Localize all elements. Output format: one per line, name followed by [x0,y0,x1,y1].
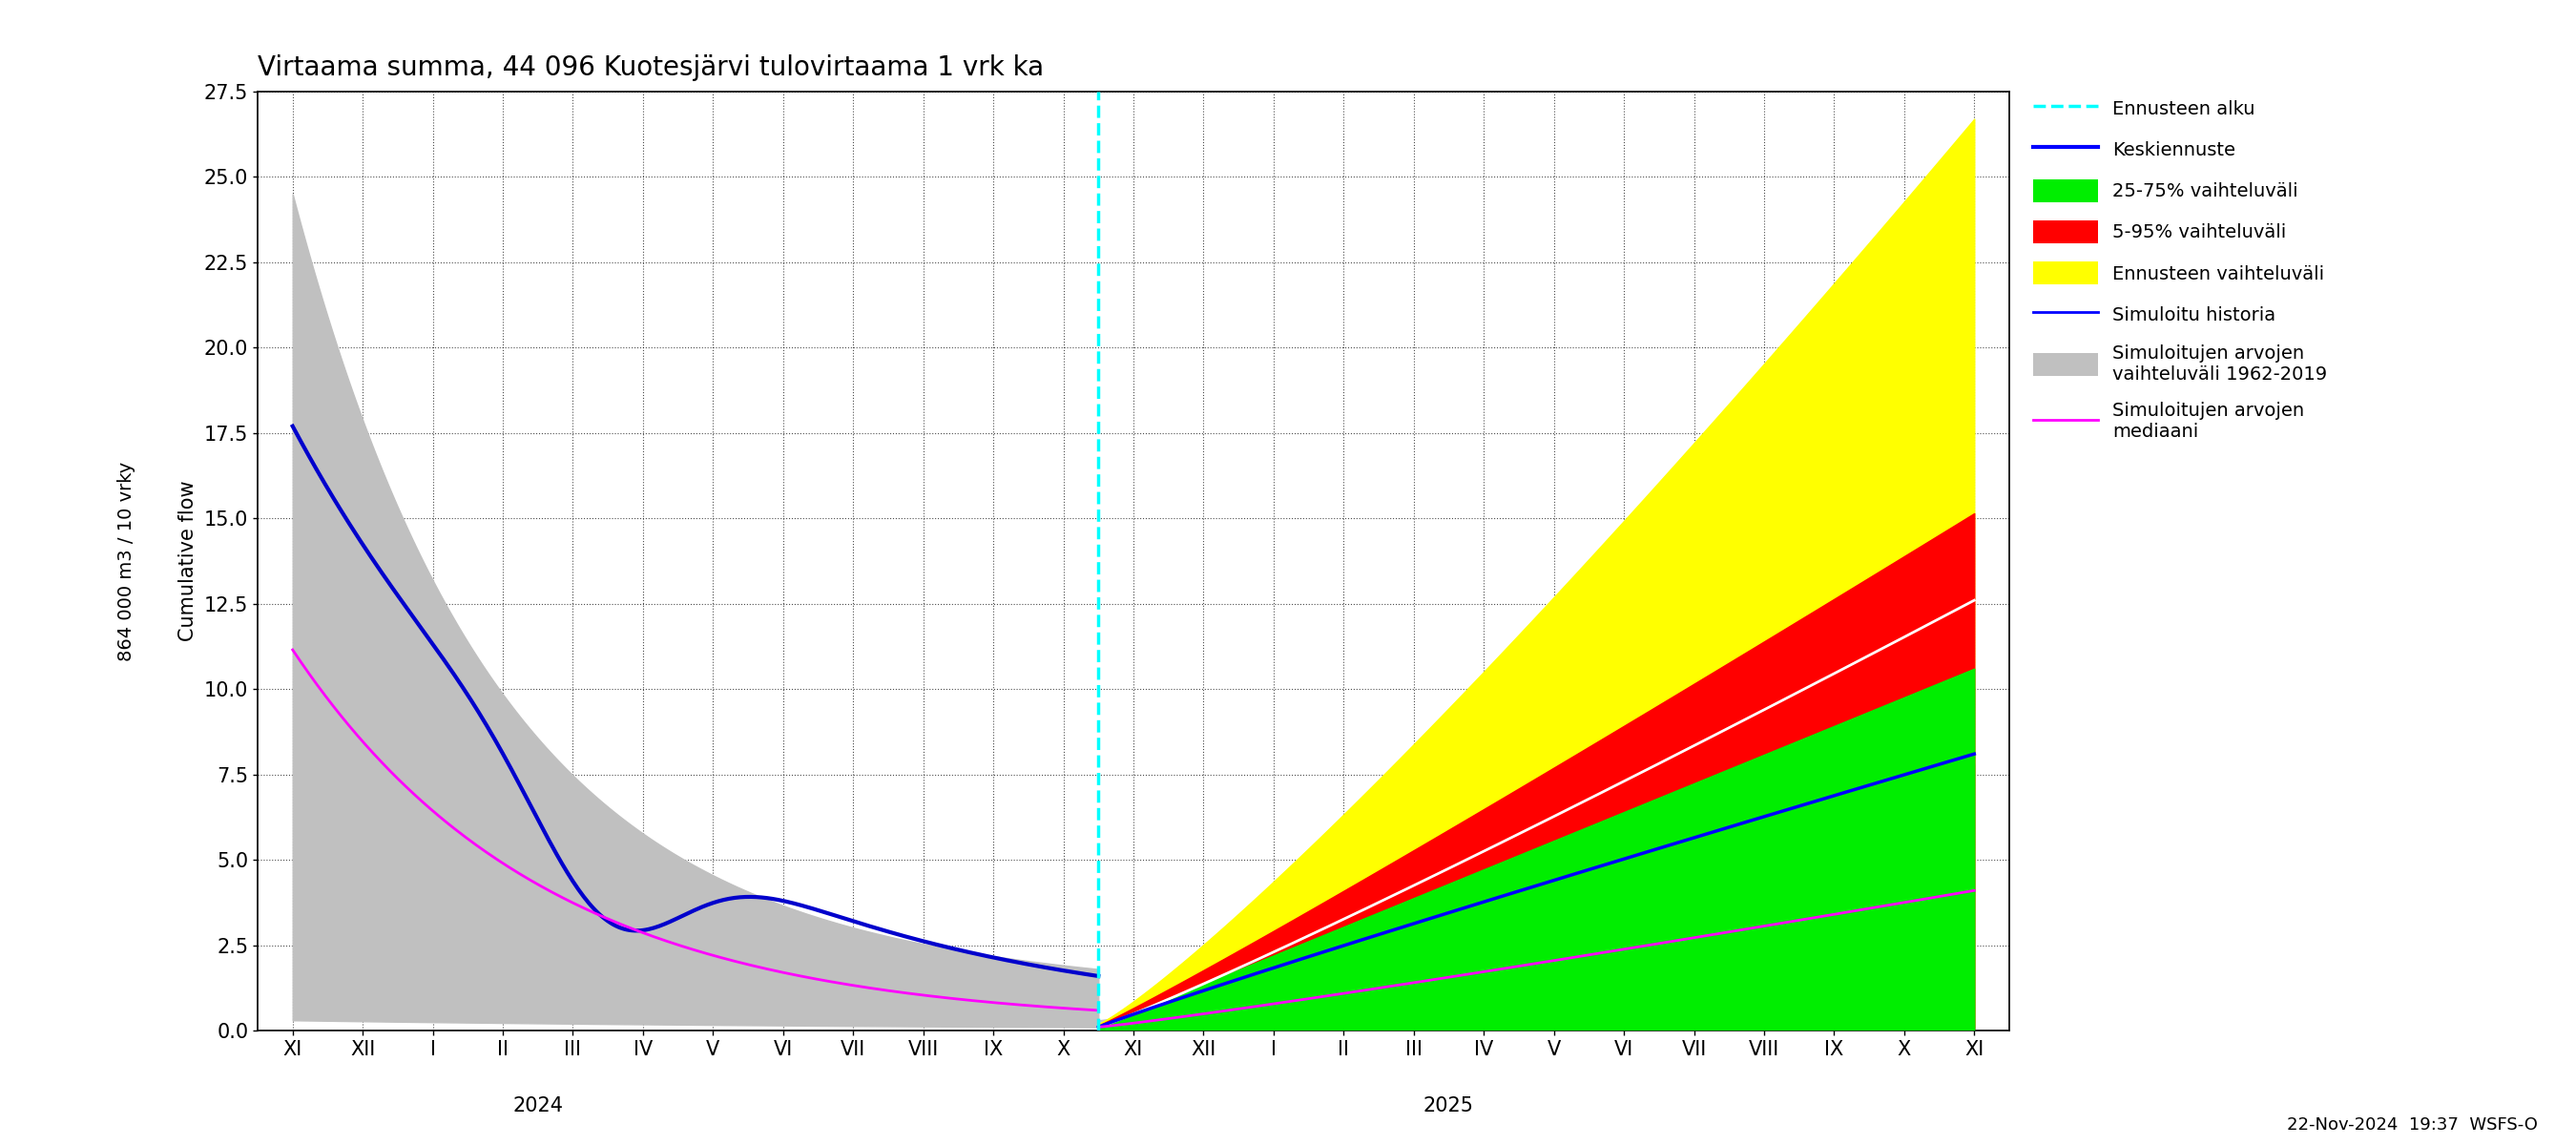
Legend: Ennusteen alku, Keskiennuste, 25-75% vaihteluväli, 5-95% vaihteluväli, Ennusteen: Ennusteen alku, Keskiennuste, 25-75% vai… [2027,92,2334,447]
Text: 864 000 m3 / 10 vrky: 864 000 m3 / 10 vrky [116,461,137,661]
Text: 2025: 2025 [1425,1096,1473,1115]
Text: 22-Nov-2024  19:37  WSFS-O: 22-Nov-2024 19:37 WSFS-O [2287,1116,2537,1134]
Y-axis label: Cumulative flow: Cumulative flow [178,481,198,641]
Text: Virtaama summa, 44 096 Kuotesjärvi tulovirtaama 1 vrk ka: Virtaama summa, 44 096 Kuotesjärvi tulov… [258,55,1043,81]
Text: 2024: 2024 [513,1096,564,1115]
